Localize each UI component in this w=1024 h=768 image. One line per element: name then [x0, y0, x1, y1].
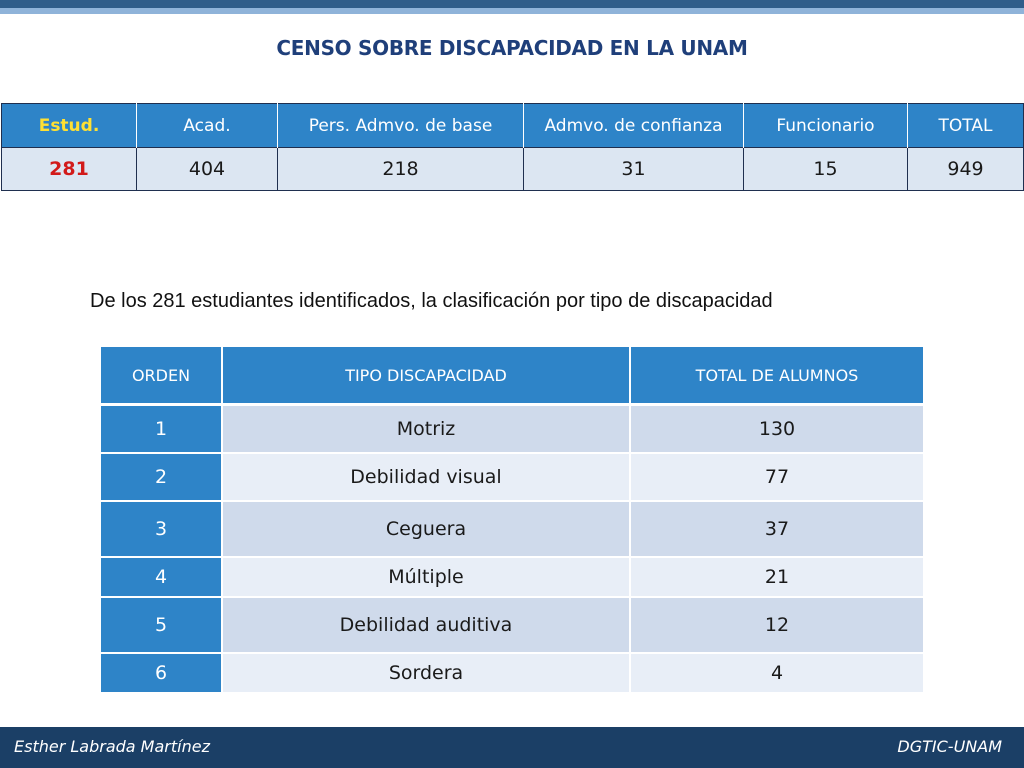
row-total: 4	[630, 652, 923, 694]
census-value-total: 949	[907, 147, 1024, 191]
disability-table: ORDEN TIPO DISCAPACIDAD TOTAL DE ALUMNOS…	[101, 347, 923, 694]
row-tipo: Múltiple	[222, 556, 631, 598]
row-tipo: Debilidad visual	[222, 452, 631, 502]
row-tipo: Ceguera	[222, 500, 631, 558]
census-value-estud: 281	[1, 147, 137, 191]
census-header-funcionario: Funcionario	[743, 103, 908, 148]
census-value-funcionario: 15	[743, 147, 908, 191]
disability-header-total: TOTAL DE ALUMNOS	[630, 347, 923, 406]
footer-organization: DGTIC-UNAM	[897, 737, 1002, 756]
census-value-acad: 404	[136, 147, 278, 191]
disability-header-tipo: TIPO DISCAPACIDAD	[222, 347, 631, 406]
disability-header-orden: ORDEN	[101, 347, 223, 406]
top-accent-stripe	[0, 8, 1024, 14]
table-row: 6 Sordera 4	[101, 652, 923, 694]
row-tipo: Sordera	[222, 652, 631, 694]
census-header-pers-admvo-base: Pers. Admvo. de base	[277, 103, 524, 148]
slide-title: CENSO SOBRE DISCAPACIDAD EN LA UNAM	[276, 36, 748, 60]
table-row: 2 Debilidad visual 77	[101, 452, 923, 502]
row-orden: 4	[101, 556, 223, 598]
row-tipo: Motriz	[222, 404, 631, 454]
classification-caption: De los 281 estudiantes identificados, la…	[90, 290, 773, 312]
row-orden: 6	[101, 652, 223, 694]
row-total: 21	[630, 556, 923, 598]
table-row: 3 Ceguera 37	[101, 500, 923, 558]
row-total: 130	[630, 404, 923, 454]
footer-author: Esther Labrada Martínez	[14, 737, 210, 756]
census-value-pers-admvo-base: 218	[277, 147, 524, 191]
row-total: 77	[630, 452, 923, 502]
row-orden: 3	[101, 500, 223, 558]
row-total: 37	[630, 500, 923, 558]
census-header-admvo-confianza: Admvo. de confianza	[523, 103, 744, 148]
census-header-acad: Acad.	[136, 103, 278, 148]
disability-header-row: ORDEN TIPO DISCAPACIDAD TOTAL DE ALUMNOS	[101, 347, 923, 406]
row-orden: 1	[101, 404, 223, 454]
table-row: 4 Múltiple 21	[101, 556, 923, 598]
census-table: Estud. Acad. Pers. Admvo. de base Admvo.…	[1, 103, 1024, 191]
table-row: 1 Motriz 130	[101, 404, 923, 454]
census-header-row: Estud. Acad. Pers. Admvo. de base Admvo.…	[1, 103, 1024, 148]
row-tipo: Debilidad auditiva	[222, 596, 631, 654]
row-orden: 2	[101, 452, 223, 502]
row-total: 12	[630, 596, 923, 654]
census-value-admvo-confianza: 31	[523, 147, 744, 191]
footer-bar: Esther Labrada Martínez DGTIC-UNAM	[0, 727, 1024, 768]
table-row: 5 Debilidad auditiva 12	[101, 596, 923, 654]
census-value-row: 281 404 218 31 15 949	[1, 147, 1024, 191]
census-header-total: TOTAL	[907, 103, 1024, 148]
top-accent-bar	[0, 0, 1024, 8]
row-orden: 5	[101, 596, 223, 654]
census-header-estud: Estud.	[1, 103, 137, 148]
